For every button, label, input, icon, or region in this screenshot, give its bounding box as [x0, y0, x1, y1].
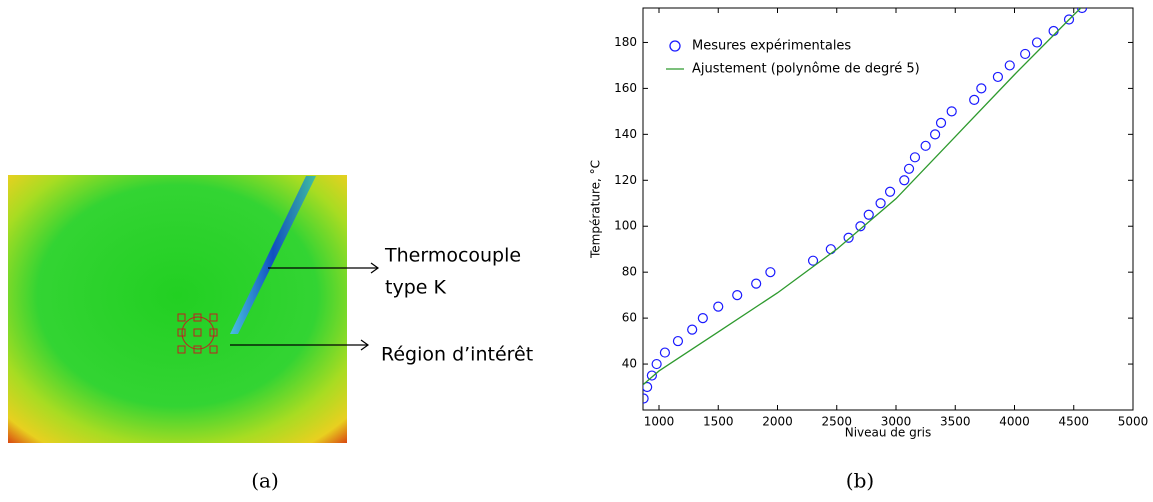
y-tick-label: 40: [622, 357, 637, 371]
y-tick-label: 160: [614, 81, 637, 95]
caption: (b): [846, 469, 874, 493]
y-tick-label: 180: [614, 35, 637, 49]
annotation: Thermocouple: [384, 245, 521, 267]
data-point: [843, 232, 854, 243]
y-tick-label: 120: [614, 173, 637, 187]
data-point: [643, 381, 653, 393]
x-tick-label: 4500: [1058, 415, 1089, 429]
y-tick-label: 100: [614, 219, 637, 233]
data-point: [946, 106, 957, 117]
data-point: [935, 117, 947, 128]
x-tick-label: 3000: [881, 415, 912, 429]
data-point: [713, 301, 724, 312]
plot-marks: [643, 8, 1088, 404]
data-point: [909, 152, 921, 163]
data-point: [1063, 14, 1075, 25]
y-axis-label: Température, °C: [589, 160, 603, 259]
data-point: [659, 347, 671, 358]
legend-label: Mesures expérimentales: [692, 39, 851, 54]
data-point: [672, 335, 684, 347]
data-point: [643, 393, 649, 404]
thermal-image: [8, 175, 347, 443]
arrows: [230, 262, 380, 351]
y-tick-label: 140: [614, 127, 637, 141]
data-point: [732, 290, 743, 301]
x-axis-label: Niveau de gris: [845, 426, 932, 440]
data-point: [1020, 48, 1031, 60]
data-point: [920, 140, 931, 151]
data-point: [1076, 8, 1088, 14]
data-point: [903, 163, 915, 174]
x-tick-label: 1500: [703, 415, 734, 429]
data-point: [884, 186, 896, 197]
y-tick-label: 80: [622, 265, 637, 279]
data-point: [855, 221, 866, 232]
x-tick-label: 5000: [1118, 415, 1149, 429]
caption: (a): [251, 469, 279, 493]
data-point: [875, 198, 886, 209]
data-point: [1031, 37, 1043, 48]
x-tick-label: 4000: [999, 415, 1030, 429]
x-tick-label: 3500: [940, 415, 971, 429]
data-point: [976, 83, 987, 94]
data-point: [651, 358, 662, 370]
data-point: [751, 278, 762, 289]
data-point: [697, 313, 708, 324]
x-tick-label: 2500: [821, 415, 852, 429]
data-point: [992, 71, 1004, 83]
data-point: [899, 175, 910, 186]
x-tick-label: 1000: [644, 415, 675, 429]
data-point: [1004, 60, 1015, 71]
data-point: [807, 255, 819, 266]
data-point: [687, 324, 698, 335]
annotation: type K: [385, 277, 446, 299]
fit-line: [643, 8, 1082, 386]
data-point: [765, 267, 776, 278]
plot-area: [642, 7, 1134, 411]
x-tick-label: 2000: [762, 415, 793, 429]
data-point: [863, 209, 874, 220]
legend-label: Ajustement (polynôme de degré 5): [692, 62, 920, 77]
data-point: [969, 94, 980, 105]
y-tick-label: 60: [622, 311, 637, 325]
data-point: [646, 370, 657, 381]
annotation: Région d’intérêt: [381, 344, 533, 366]
data-point: [930, 129, 941, 140]
legend-marker: [669, 40, 681, 52]
